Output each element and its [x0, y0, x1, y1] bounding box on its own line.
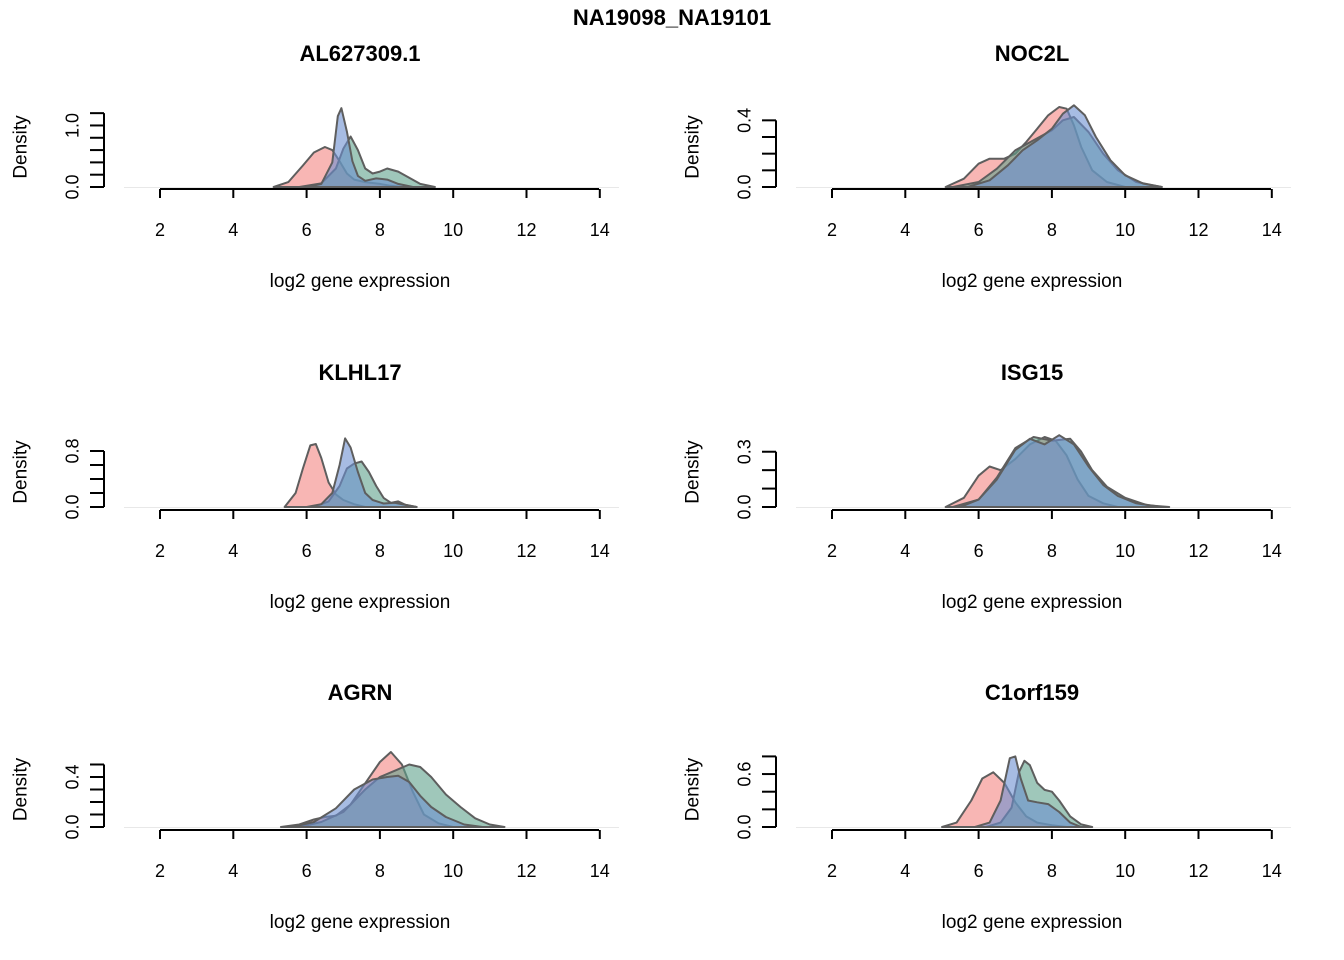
- y-axis-label: Density: [11, 115, 32, 179]
- density-area-blue: [305, 107, 414, 188]
- density-panel: KLHL17 2 4 6 8 10 12 14 log2 gene expression 0.0 0…: [11, 360, 619, 613]
- x-tick-label: 10: [1115, 541, 1135, 561]
- y-axis-label: Density: [683, 757, 704, 821]
- x-tick-label: 8: [1047, 541, 1057, 561]
- y-tick-label: 0.0: [62, 494, 82, 519]
- x-tick-label: 8: [375, 220, 385, 240]
- panel-title: NOC2L: [995, 41, 1070, 66]
- x-tick-label: 12: [1188, 220, 1208, 240]
- x-tick-label: 12: [516, 541, 536, 561]
- x-axis-label: log2 gene expression: [270, 912, 451, 933]
- x-tick-label: 6: [302, 541, 312, 561]
- density-panel: ISG15 2 4 6 8 10 12 14 log2 gene expression 0.0 0.…: [683, 360, 1291, 613]
- x-tick-label: 10: [1115, 861, 1135, 881]
- x-tick-label: 6: [974, 861, 984, 881]
- density-panel: NOC2L 2 4 6 8 10 12 14 log2 gene expression 0.0 0.…: [683, 41, 1291, 292]
- x-tick-label: 8: [1047, 220, 1057, 240]
- panel-title: ISG15: [1001, 360, 1063, 385]
- x-tick-label: 6: [974, 541, 984, 561]
- x-tick-label: 8: [375, 861, 385, 881]
- x-tick-label: 2: [827, 220, 837, 240]
- x-tick-label: 2: [155, 220, 165, 240]
- x-axis-label: log2 gene expression: [942, 592, 1123, 613]
- x-tick-label: 8: [375, 541, 385, 561]
- x-tick-label: 14: [590, 220, 610, 240]
- x-tick-label: 14: [1262, 220, 1282, 240]
- x-tick-label: 6: [974, 220, 984, 240]
- x-tick-label: 12: [516, 861, 536, 881]
- density-area-blue: [966, 104, 1163, 188]
- x-tick-label: 12: [516, 220, 536, 240]
- panel-title: KLHL17: [318, 360, 401, 385]
- density-panel: AGRN 2 4 6 8 10 12 14 log2 gene expression 0.0 0.4…: [11, 680, 619, 933]
- x-tick-label: 2: [155, 861, 165, 881]
- y-axis-label: Density: [11, 440, 32, 504]
- density-area-blue: [973, 755, 1083, 828]
- x-tick-label: 14: [590, 861, 610, 881]
- y-tick-label: 0.0: [62, 174, 82, 199]
- y-tick-label: 1.0: [62, 113, 82, 138]
- x-axis-label: log2 gene expression: [942, 912, 1123, 933]
- y-tick-label: 0.4: [734, 108, 754, 133]
- x-tick-label: 6: [302, 220, 312, 240]
- x-axis-label: log2 gene expression: [270, 592, 451, 613]
- x-tick-label: 10: [443, 541, 463, 561]
- panel-title: AGRN: [328, 680, 393, 705]
- x-tick-label: 14: [590, 541, 610, 561]
- x-tick-label: 4: [228, 861, 238, 881]
- x-tick-label: 4: [900, 220, 910, 240]
- y-tick-label: 0.4: [62, 764, 82, 789]
- y-tick-label: 0.6: [734, 762, 754, 787]
- x-tick-label: 4: [900, 861, 910, 881]
- x-tick-label: 14: [1262, 541, 1282, 561]
- density-area-blue: [959, 434, 1163, 508]
- x-axis-label: log2 gene expression: [270, 271, 451, 292]
- x-tick-label: 8: [1047, 861, 1057, 881]
- x-tick-label: 10: [443, 861, 463, 881]
- y-tick-label: 0.0: [734, 814, 754, 839]
- panel-title: AL627309.1: [299, 41, 420, 66]
- y-axis-label: Density: [683, 115, 704, 179]
- density-area-blue: [305, 437, 418, 508]
- x-tick-label: 4: [900, 541, 910, 561]
- density-panel: AL627309.1 2 4 6 8 10 12 14 log2 gene expression…: [11, 41, 619, 292]
- x-tick-label: 10: [443, 220, 463, 240]
- x-tick-label: 2: [827, 541, 837, 561]
- x-tick-label: 12: [1188, 861, 1208, 881]
- density-panel: C1orf159 2 4 6 8 10 12 14 log2 gene expression 0.…: [683, 680, 1291, 933]
- x-tick-label: 10: [1115, 220, 1135, 240]
- x-tick-label: 12: [1188, 541, 1208, 561]
- y-tick-label: 0.0: [734, 174, 754, 199]
- figure-title: NA19098_NA19101: [573, 5, 771, 30]
- y-tick-label: 0.3: [734, 439, 754, 464]
- x-tick-label: 6: [302, 861, 312, 881]
- y-tick-label: 0.0: [62, 814, 82, 839]
- y-tick-label: 0.0: [734, 494, 754, 519]
- x-tick-label: 4: [228, 541, 238, 561]
- x-tick-label: 2: [827, 861, 837, 881]
- density-area-blue: [290, 774, 484, 828]
- x-tick-label: 14: [1262, 861, 1282, 881]
- panel-title: C1orf159: [985, 680, 1079, 705]
- y-axis-label: Density: [11, 757, 32, 821]
- x-tick-label: 2: [155, 541, 165, 561]
- y-axis-label: Density: [683, 440, 704, 504]
- x-axis-label: log2 gene expression: [942, 271, 1123, 292]
- y-tick-label: 0.8: [62, 438, 82, 463]
- x-tick-label: 4: [228, 220, 238, 240]
